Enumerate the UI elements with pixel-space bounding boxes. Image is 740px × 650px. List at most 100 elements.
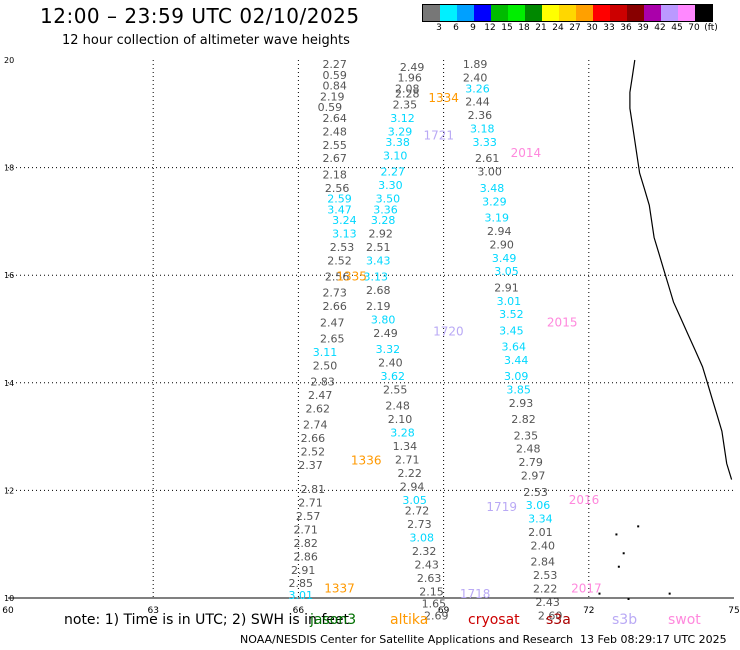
legend-label: 27 — [569, 23, 581, 33]
swh-value: 2.66 — [322, 300, 347, 313]
swh-value: 2.50 — [313, 359, 338, 372]
legend-label: 33 — [603, 23, 615, 33]
swh-value: 2.61 — [475, 152, 500, 165]
swh-value: 3.19 — [485, 211, 510, 224]
swh-value: 2.62 — [306, 402, 331, 415]
swh-value: 2.52 — [301, 445, 326, 458]
pass-label: 1721 — [424, 129, 455, 143]
swh-value: 3.08 — [410, 532, 435, 545]
swh-value: 3.01 — [289, 589, 314, 602]
swh-value: 2.63 — [417, 572, 442, 585]
swh-value: 2.19 — [320, 90, 345, 103]
swh-value: 3.12 — [390, 112, 415, 125]
swh-value: 2.94 — [400, 480, 425, 493]
pass-label: 2015 — [547, 315, 578, 329]
legend-swatch — [576, 5, 593, 21]
swh-value: 3.36 — [373, 203, 398, 216]
legend-swatch — [559, 5, 576, 21]
satellite-label-s3b: s3b — [612, 612, 638, 628]
swh-value: 2.28 — [395, 88, 420, 101]
x-tick-label: 63 — [147, 606, 158, 616]
legend-label: 21 — [535, 23, 547, 33]
swh-value: 3.29 — [388, 125, 413, 138]
x-tick-label: 60 — [2, 606, 14, 616]
swh-value: 3.00 — [477, 166, 502, 179]
legend-label: 42 — [654, 23, 666, 33]
swh-value: 3.05 — [402, 494, 427, 507]
legend-swatch — [610, 5, 627, 21]
legend-label: 15 — [501, 23, 513, 33]
swh-value: 2.73 — [407, 518, 432, 531]
legend-label: 70 — [688, 23, 700, 33]
swh-value: 3.45 — [499, 324, 524, 337]
y-tick-label: 20 — [4, 56, 14, 65]
page-title: 12:00 – 23:59 UTC 02/10/2025 — [40, 4, 360, 28]
pass-label: 1719 — [486, 500, 517, 514]
island-dot — [637, 525, 640, 528]
swh-value: 3.33 — [472, 136, 497, 149]
swh-value: 2.40 — [531, 540, 556, 553]
legend-swatch — [423, 5, 440, 21]
swh-value: 2.22 — [397, 467, 422, 480]
swh-value: 2.40 — [463, 72, 488, 85]
swh-value: 2.57 — [296, 510, 321, 523]
swh-value: 3.50 — [376, 193, 401, 206]
swh-value: 0.84 — [322, 80, 347, 93]
legend-swatches — [422, 4, 713, 22]
swh-value: 2.43 — [414, 558, 439, 571]
swh-value: 2.94 — [487, 225, 512, 238]
legend-swatch — [661, 5, 678, 21]
legend-label: 39 — [637, 23, 649, 33]
swh-value: 1.34 — [393, 440, 418, 453]
swh-value: 2.48 — [516, 443, 541, 456]
swh-value: 2.19 — [366, 300, 391, 313]
legend-swatch — [491, 5, 508, 21]
island-dot — [617, 565, 620, 568]
legend-swatch — [678, 5, 695, 21]
pass-label: 1337 — [324, 582, 355, 596]
swh-value: 3.49 — [492, 252, 517, 265]
legend-label: 36 — [620, 23, 632, 33]
legend-swatch — [695, 5, 712, 21]
swh-value: 3.05 — [494, 265, 519, 278]
swh-value: 3.18 — [470, 123, 495, 136]
swh-value: 2.47 — [308, 389, 333, 402]
swh-value: 3.85 — [506, 384, 531, 397]
legend-swatch — [542, 5, 559, 21]
legend-label: 18 — [518, 23, 530, 33]
swh-value: 3.32 — [376, 343, 401, 356]
swh-value: 2.65 — [320, 333, 345, 346]
swh-value: 2.74 — [303, 419, 328, 432]
swh-value: 3.09 — [504, 370, 529, 383]
swh-value: 2.82 — [293, 537, 318, 550]
legend-label: (ft) — [704, 23, 718, 33]
legend-swatch — [627, 5, 644, 21]
swh-value: 0.59 — [322, 69, 347, 82]
swh-value: 2.56 — [325, 271, 350, 284]
satellite-label-altika: altika — [390, 612, 429, 628]
swh-value: 2.53 — [523, 486, 548, 499]
swh-value: 2.56 — [325, 182, 350, 195]
island-dot — [615, 533, 618, 536]
swh-value: 2.84 — [531, 556, 556, 569]
y-tick-label: 18 — [4, 164, 14, 173]
pass-label: 2017 — [571, 582, 602, 596]
swh-value: 2.27 — [322, 58, 347, 71]
swh-value: 3.52 — [499, 308, 524, 321]
y-tick-label: 14 — [4, 379, 14, 388]
swh-value: 2.48 — [385, 400, 410, 413]
island-dot — [627, 598, 630, 600]
swh-value: 2.44 — [465, 96, 490, 109]
swh-value: 3.30 — [378, 179, 403, 192]
swh-value: 2.32 — [412, 545, 437, 558]
swh-value: 2.79 — [518, 456, 543, 469]
swh-value: 3.47 — [327, 203, 352, 216]
swh-value: 3.44 — [504, 354, 529, 367]
swh-value: 2.67 — [322, 152, 347, 165]
swh-value: 3.11 — [313, 346, 338, 359]
swh-value: 2.91 — [291, 564, 316, 577]
swh-value: 2.18 — [322, 168, 347, 181]
swh-value: 3.10 — [383, 150, 408, 163]
legend-label: 24 — [552, 23, 564, 33]
swh-value: 0.59 — [318, 101, 343, 114]
